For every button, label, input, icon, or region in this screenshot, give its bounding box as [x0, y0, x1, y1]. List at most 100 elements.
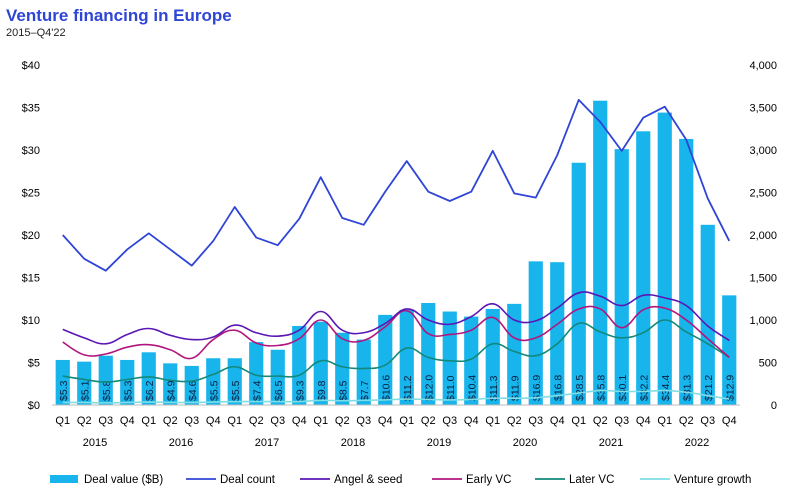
deal-value-label: $28.5 — [574, 375, 586, 401]
deal-value-label: $32.2 — [638, 375, 650, 401]
deal-value-label: $7.7 — [359, 380, 371, 401]
deal-value-bar — [657, 112, 672, 405]
angel-seed-line — [62, 291, 730, 345]
deal-value-label: $5.5 — [208, 380, 220, 401]
deal-value-bar — [249, 342, 264, 405]
deal-value-label: $5.5 — [230, 380, 242, 401]
deal-value-label: $34.4 — [660, 375, 672, 401]
deal-value-label: $4.6 — [187, 380, 199, 401]
x-tick-label: Q2 — [163, 415, 178, 427]
y-left-tick-label: $15 — [22, 273, 40, 285]
y-left-tick-label: $10 — [22, 315, 40, 327]
legend-label-deal-count: Deal count — [220, 474, 276, 486]
venture-growth-line — [62, 389, 730, 404]
deal-value-bar — [722, 295, 737, 405]
deal-value-bar — [227, 358, 242, 405]
deal-value-bar — [593, 100, 608, 405]
deal-value-bar — [614, 149, 629, 405]
deal-value-label: $9.3 — [294, 380, 306, 401]
deal-value-bar — [571, 162, 586, 405]
deal-value-bar — [184, 365, 199, 405]
x-tick-label: Q1 — [313, 415, 328, 427]
deal-value-bar — [528, 261, 543, 405]
deal-value-label: $11.3 — [488, 375, 500, 401]
x-tick-label: Q2 — [593, 415, 608, 427]
deal-value-label: $6.2 — [144, 380, 156, 401]
deal-value-label: $11.0 — [445, 375, 457, 401]
y-right-tick-label: 4,000 — [749, 60, 777, 72]
deal-value-label: $9.8 — [316, 380, 328, 401]
deal-value-bar — [700, 224, 715, 405]
deal-value-label: $16.9 — [531, 375, 543, 401]
deal-value-bar — [421, 303, 436, 405]
y-left-tick-label: $5 — [28, 358, 40, 370]
x-tick-label: Q3 — [356, 415, 371, 427]
deal-value-bar — [485, 308, 500, 405]
y-right-tick-label: 2,500 — [749, 188, 777, 200]
y-right-tick-label: 1,000 — [749, 315, 777, 327]
x-tick-label: Q1 — [485, 415, 500, 427]
y-left-tick-label: $0 — [28, 400, 40, 412]
deal-value-label: $30.1 — [617, 375, 629, 401]
deal-value-bar — [507, 303, 522, 405]
y-left-tick-label: $30 — [22, 145, 40, 157]
x-tick-label: Q4 — [636, 415, 651, 427]
deal-value-bar — [77, 361, 92, 405]
y-right-tick-label: 3,000 — [749, 145, 777, 157]
x-tick-label: Q1 — [227, 415, 242, 427]
x-year-label: 2021 — [599, 437, 623, 449]
deal-value-label: $7.4 — [251, 380, 263, 401]
deal-value-bar — [335, 332, 350, 405]
y-left-tick-label: $25 — [22, 188, 40, 200]
x-tick-label: Q1 — [141, 415, 156, 427]
x-tick-label: Q1 — [55, 415, 70, 427]
deal-value-label: $35.8 — [595, 375, 607, 401]
deal-value-bar — [270, 349, 285, 405]
deal-value-bar — [55, 359, 70, 405]
x-year-label: 2018 — [341, 437, 365, 449]
deal-value-bar — [550, 262, 565, 405]
deal-value-label: $11.2 — [402, 375, 414, 401]
x-tick-label: Q4 — [722, 415, 737, 427]
x-tick-label: Q3 — [700, 415, 715, 427]
y-left-tick-label: $20 — [22, 230, 40, 242]
y-right-tick-label: 0 — [771, 400, 777, 412]
deal-value-bar — [356, 339, 371, 405]
chart-title: Venture financing in Europe — [6, 6, 232, 25]
chart-subtitle: 2015–Q4'22 — [6, 27, 66, 39]
deal-value-bar — [313, 321, 328, 405]
deal-value-label: $31.3 — [681, 375, 693, 401]
deal-value-label: $12.0 — [423, 375, 435, 401]
y-left-tick-label: $35 — [22, 103, 40, 115]
deal-value-bar — [206, 358, 221, 405]
deal-value-label: $11.9 — [509, 375, 521, 401]
deal-value-label: $21.2 — [703, 375, 715, 401]
deal-count-line — [62, 98, 731, 272]
x-tick-label: Q1 — [657, 415, 672, 427]
x-tick-label: Q3 — [98, 415, 113, 427]
deal-value-label: $12.9 — [724, 375, 736, 401]
x-year-label: 2015 — [83, 437, 107, 449]
x-tick-label: Q3 — [184, 415, 199, 427]
deal-value-label: $10.4 — [466, 375, 478, 401]
y-right-tick-label: 2,000 — [749, 230, 777, 242]
x-tick-label: Q3 — [442, 415, 457, 427]
legend-label-deal-value-b: Deal value ($B) — [84, 474, 163, 486]
deal-value-bar — [378, 314, 393, 405]
deal-value-label: $8.5 — [337, 380, 349, 401]
deal-value-bar — [464, 316, 479, 405]
x-tick-label: Q4 — [292, 415, 307, 427]
x-year-label: 2016 — [169, 437, 193, 449]
deal-value-bar — [141, 352, 156, 405]
deal-value-bar — [636, 131, 651, 406]
x-tick-label: Q3 — [528, 415, 543, 427]
deal-value-label: $4.9 — [165, 380, 177, 401]
x-year-label: 2019 — [427, 437, 451, 449]
deal-value-label: $5.3 — [122, 380, 134, 401]
legend-label-angel-seed: Angel & seed — [334, 474, 402, 486]
deal-value-label: $16.8 — [552, 375, 564, 401]
legend-label-venture-growth: Venture growth — [674, 474, 751, 486]
x-tick-label: Q2 — [679, 415, 694, 427]
deal-value-bar — [163, 363, 178, 405]
